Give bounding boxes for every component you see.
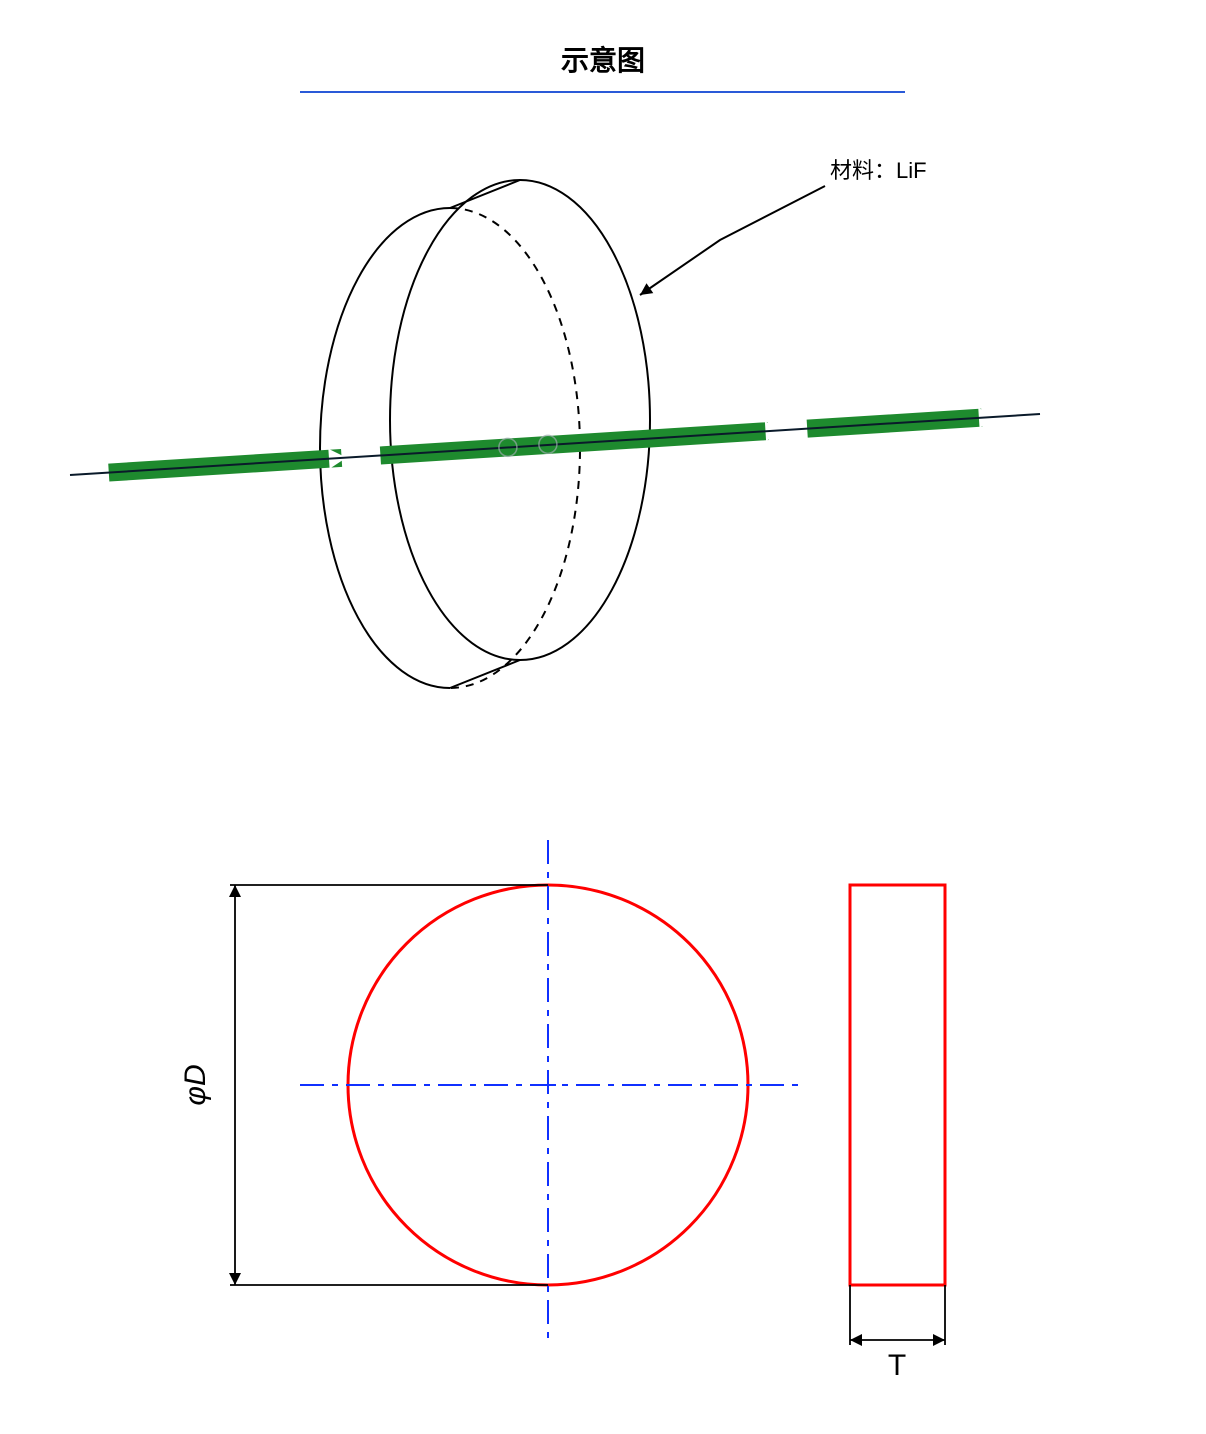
- diagram-title: 示意图: [561, 44, 645, 76]
- dimension-label-t: T: [888, 1349, 906, 1382]
- orthographic-views: φD T: [179, 840, 945, 1382]
- dimension-label-d: φD: [179, 1064, 212, 1105]
- side-view-rect: [850, 885, 945, 1285]
- material-callout: 材料：LiF: [640, 158, 927, 295]
- material-label: 材料：LiF: [830, 158, 927, 183]
